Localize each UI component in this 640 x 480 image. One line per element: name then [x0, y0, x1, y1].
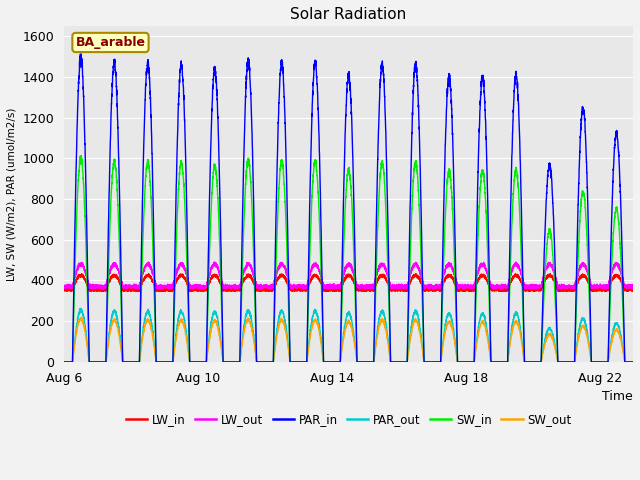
Text: BA_arable: BA_arable: [76, 36, 145, 49]
Y-axis label: LW, SW (W/m2), PAR (umol/m2/s): LW, SW (W/m2), PAR (umol/m2/s): [7, 107, 17, 281]
X-axis label: Time: Time: [602, 390, 633, 403]
Legend: LW_in, LW_out, PAR_in, PAR_out, SW_in, SW_out: LW_in, LW_out, PAR_in, PAR_out, SW_in, S…: [121, 408, 576, 431]
Title: Solar Radiation: Solar Radiation: [291, 7, 406, 22]
